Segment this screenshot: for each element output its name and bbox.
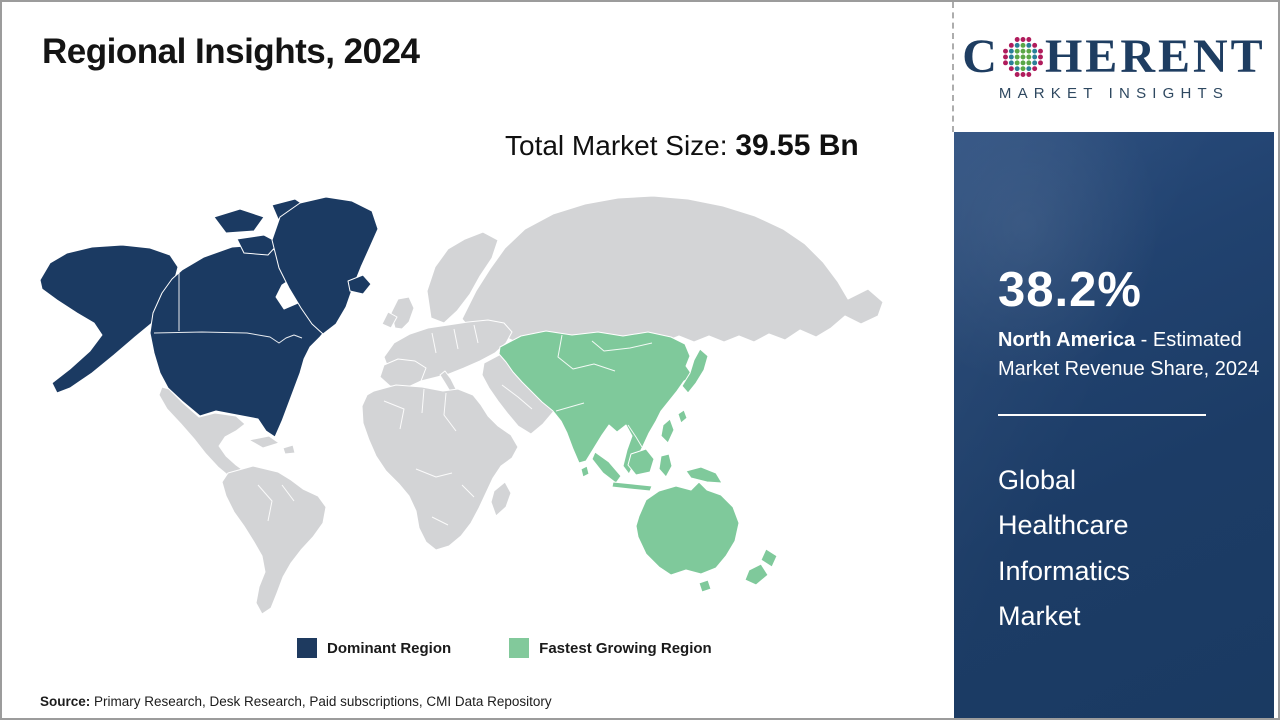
land-south-america [221, 465, 327, 615]
brand-letter-c: C [962, 29, 1000, 83]
total-market-size-value: 39.55 Bn [735, 129, 859, 162]
dotted-globe-icon [1003, 36, 1043, 77]
page-title: Regional Insights, 2024 [42, 32, 420, 71]
source-label: Source: [40, 694, 91, 709]
land-hispaniola [282, 444, 296, 455]
land-cuba [248, 435, 280, 449]
source-line: Source: Primary Research, Desk Research,… [40, 694, 552, 709]
sidebar-divider [998, 414, 1206, 416]
dominant-region-swatch [297, 638, 317, 658]
land-sulawesi [658, 453, 673, 478]
land-iceland [347, 274, 372, 295]
region-dominant-north-america [39, 196, 379, 438]
land-uk [390, 296, 415, 330]
land-madagascar [490, 481, 512, 517]
revenue-share-region: North America [998, 329, 1136, 351]
fastest-growing-region-swatch [509, 638, 530, 658]
land-russia [461, 195, 884, 343]
land-africa [361, 384, 519, 551]
land-arctic-island-3 [236, 234, 280, 256]
source-text: Primary Research, Desk Research, Paid su… [90, 694, 552, 709]
border-us-canada [153, 331, 303, 344]
land-sumatra [591, 451, 622, 484]
dominant-region-label: Dominant Region [327, 639, 452, 657]
land-australia [635, 481, 740, 576]
land-java [611, 481, 653, 492]
revenue-share-value: 38.2% [998, 263, 1142, 317]
land-new-zealand-north [760, 548, 778, 568]
land-japan [681, 348, 709, 394]
brand-logo: C HERENT MARKET INSIGHTS [952, 2, 1274, 132]
brand-letters-rest: HERENT [1044, 29, 1266, 83]
legend-item-dominant: Dominant Region [297, 638, 451, 658]
total-market-size-label: Total Market Size: [505, 130, 736, 161]
land-ireland [381, 311, 398, 329]
fastest-growing-region-label: Fastest Growing Region [539, 639, 712, 657]
brand-tagline: MARKET INSIGHTS [998, 84, 1230, 102]
land-new-guinea [685, 466, 723, 484]
land-sri-lanka [580, 465, 590, 478]
revenue-share-desc-rest: - Estimated Market Revenue Share, 2024 [998, 329, 1260, 380]
stats-sidebar: 38.2% North America - Estimated Market R… [954, 132, 1274, 718]
land-new-zealand-south [744, 563, 769, 586]
market-name: Global Healthcare Informatics Market [998, 465, 1131, 632]
land-philippines [660, 418, 675, 444]
revenue-share-description: North America - Estimated Market Revenue… [998, 326, 1264, 384]
world-map [39, 195, 884, 615]
land-tasmania [698, 579, 712, 593]
land-asia-mainland [498, 330, 694, 475]
land-scandinavia [426, 231, 499, 324]
total-market-size: Total Market Size: 39.55 Bn [505, 129, 859, 163]
region-fastest-growing-asia-pacific [498, 330, 778, 593]
country-border-lines [257, 324, 653, 526]
land-taiwan [677, 409, 688, 424]
land-arctic-island-1 [213, 208, 265, 234]
brand-logo-wordmark: C HERENT [962, 29, 1266, 83]
legend-item-fastest: Fastest Growing Region [509, 638, 712, 658]
land-iberia [379, 358, 427, 389]
map-legend: Dominant Region Fastest Growing Region [297, 638, 712, 658]
land-borneo [627, 448, 655, 476]
